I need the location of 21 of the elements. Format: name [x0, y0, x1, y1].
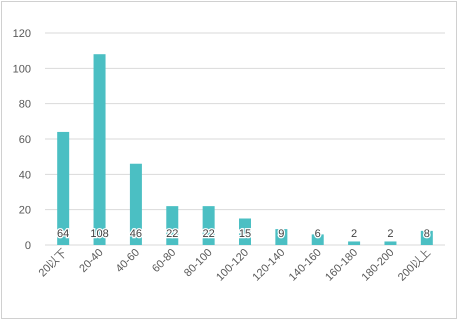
y-tick-label: 20: [18, 204, 31, 217]
bar: [57, 132, 70, 245]
y-tick-label: 40: [18, 169, 31, 182]
bar: [384, 241, 396, 245]
data-label: 22: [202, 228, 215, 240]
y-tick-label: 100: [12, 63, 31, 76]
bar: [348, 241, 360, 245]
data-label: 46: [130, 228, 142, 240]
data-label: 22: [166, 228, 178, 240]
data-label: 9: [278, 228, 284, 240]
y-tick-label: 0: [24, 240, 31, 252]
data-label: 2: [351, 228, 358, 240]
y-tick-label: 80: [18, 98, 31, 111]
data-label: 8: [424, 228, 430, 240]
data-label: 2: [387, 228, 394, 240]
y-tick-label: 120: [12, 28, 31, 40]
y-tick-label: 60: [18, 134, 31, 146]
data-label: 64: [57, 228, 70, 240]
x-tick-label: 20以下: [36, 246, 70, 280]
data-label: 15: [238, 228, 252, 240]
x-tick-label: 200以上: [395, 246, 433, 284]
